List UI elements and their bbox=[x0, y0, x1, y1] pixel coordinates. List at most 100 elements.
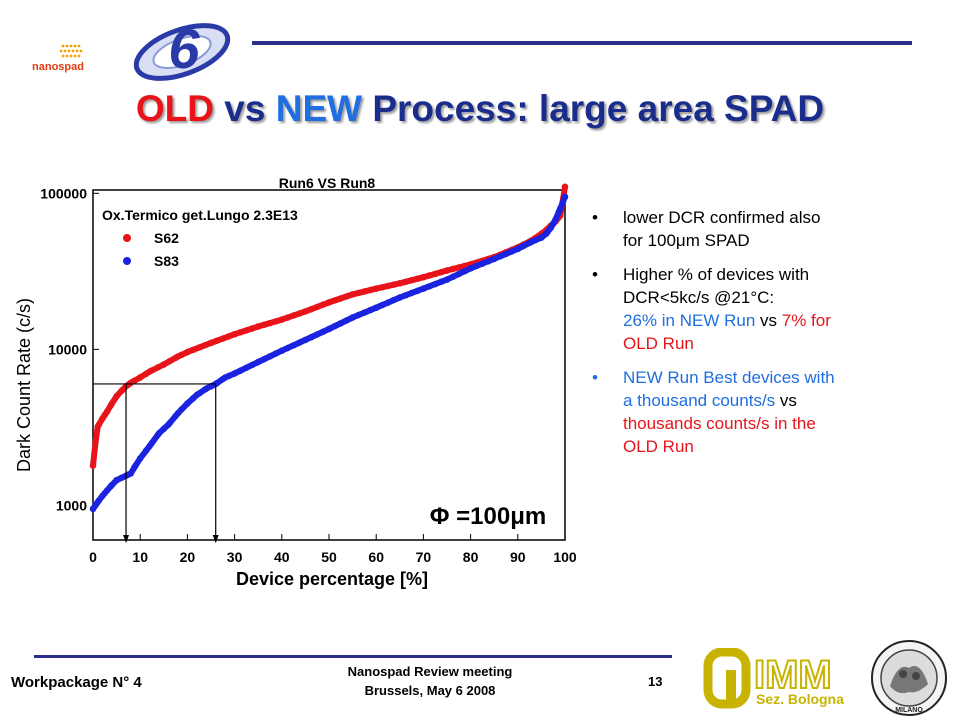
data-point-s62 bbox=[361, 288, 368, 295]
data-point-s83 bbox=[127, 470, 134, 477]
data-point-s83 bbox=[255, 358, 262, 366]
diameter-label: Φ =100μm bbox=[430, 503, 546, 530]
data-point-s62 bbox=[92, 440, 99, 447]
data-point-s83 bbox=[243, 364, 250, 371]
data-point-s83 bbox=[314, 331, 321, 338]
data-point-s83 bbox=[414, 287, 421, 294]
nanospad-logo: nanospad bbox=[32, 44, 84, 73]
data-point-s83 bbox=[222, 374, 229, 381]
data-point-s83 bbox=[455, 270, 462, 278]
data-point-s83 bbox=[108, 481, 116, 489]
data-point-s83 bbox=[378, 301, 386, 309]
data-point-s83 bbox=[437, 278, 445, 285]
data-point-s83 bbox=[390, 296, 398, 304]
data-point-s83 bbox=[426, 283, 433, 290]
nanospad-logo-text: nanospad bbox=[32, 61, 84, 73]
data-point-s83 bbox=[132, 462, 139, 469]
data-point-s83 bbox=[99, 492, 106, 500]
x-tick-label: 70 bbox=[416, 549, 432, 565]
legend-label-s62: S62 bbox=[154, 230, 179, 246]
data-point-s62 bbox=[414, 275, 421, 282]
imm-logo-big: IMM bbox=[754, 653, 832, 697]
data-point-s62 bbox=[284, 314, 291, 321]
data-point-s62 bbox=[378, 284, 386, 291]
data-point-s62 bbox=[396, 280, 403, 287]
data-point-s83 bbox=[449, 273, 457, 280]
data-point-s83 bbox=[231, 370, 238, 377]
data-point-s62 bbox=[367, 286, 374, 294]
data-point-s83 bbox=[485, 258, 492, 265]
data-point-s83 bbox=[361, 309, 368, 316]
data-point-s62 bbox=[343, 293, 350, 300]
data-point-s62 bbox=[225, 333, 232, 340]
x-tick-label: 20 bbox=[180, 549, 196, 565]
data-point-s83 bbox=[561, 193, 569, 200]
data-point-s83 bbox=[104, 487, 111, 494]
data-point-s83 bbox=[284, 344, 291, 352]
bullet-1-line-1: lower DCR confirmed also bbox=[623, 208, 821, 227]
data-point-s83 bbox=[542, 230, 550, 237]
bullet-3-line-4: OLD Run bbox=[623, 437, 694, 456]
bullet-2-old-run: 7% for bbox=[781, 311, 831, 330]
data-point-s62 bbox=[184, 348, 191, 356]
data-point-s62 bbox=[437, 269, 445, 276]
x-tick-label: 0 bbox=[89, 549, 97, 565]
imm-logo: IMM Sez. Bologna bbox=[703, 648, 844, 709]
svg-text:6: 6 bbox=[168, 17, 200, 80]
seal-text: MILANO bbox=[895, 707, 923, 714]
data-point-s83 bbox=[520, 242, 527, 250]
data-point-s83 bbox=[278, 347, 285, 354]
politecnico-seal: MILANO bbox=[871, 640, 947, 716]
bullet-marker: • bbox=[592, 208, 598, 227]
data-point-s83 bbox=[479, 260, 486, 267]
data-point-s83 bbox=[331, 322, 339, 330]
data-point-s83 bbox=[155, 430, 163, 437]
data-point-s62 bbox=[325, 299, 333, 306]
data-point-s83 bbox=[420, 285, 427, 292]
data-point-s62 bbox=[160, 361, 167, 368]
data-point-s62 bbox=[237, 329, 244, 336]
data-point-s62 bbox=[231, 331, 238, 338]
title-vs: vs bbox=[224, 88, 266, 129]
data-point-s62 bbox=[302, 308, 309, 315]
data-point-s62 bbox=[420, 274, 427, 281]
data-point-s62 bbox=[201, 342, 209, 349]
data-point-s83 bbox=[384, 299, 392, 306]
header-rule bbox=[252, 41, 912, 45]
data-point-s62 bbox=[108, 400, 116, 407]
data-point-s83 bbox=[260, 356, 268, 363]
bullet-3-line-3: thousands counts/s in the bbox=[623, 414, 816, 433]
data-point-s83 bbox=[142, 447, 150, 454]
data-point-s83 bbox=[508, 248, 516, 255]
title-new: NEW bbox=[275, 88, 363, 129]
bullet-item-2: • Higher % of devices with DCR<5kc/s @21… bbox=[592, 263, 937, 355]
data-point-s83 bbox=[137, 455, 144, 462]
data-point-s62 bbox=[219, 335, 226, 342]
x-tick-label: 40 bbox=[274, 549, 290, 565]
data-point-s62 bbox=[290, 312, 297, 319]
footer-location-date: Brussels, May 6 2008 bbox=[364, 683, 496, 698]
data-point-s62 bbox=[260, 321, 268, 328]
x-tick-label: 100 bbox=[553, 549, 577, 565]
data-point-s83 bbox=[547, 224, 554, 232]
data-point-s62 bbox=[174, 353, 182, 360]
data-point-s83 bbox=[355, 311, 362, 319]
data-point-s83 bbox=[308, 334, 315, 341]
data-point-s62 bbox=[104, 408, 111, 415]
footer-meeting: Nanospad Review meeting Brussels, May 6 … bbox=[290, 662, 570, 700]
data-point-s83 bbox=[325, 325, 333, 333]
data-point-s62 bbox=[426, 272, 433, 279]
x-tick-label: 30 bbox=[227, 549, 243, 565]
data-point-s83 bbox=[557, 205, 564, 212]
data-point-s83 bbox=[528, 238, 536, 245]
data-point-s62 bbox=[296, 310, 303, 317]
y-axis-label: Dark Count Rate (c/s) bbox=[14, 298, 34, 472]
data-point-s83 bbox=[538, 234, 545, 241]
data-point-s83 bbox=[160, 425, 167, 433]
data-point-s62 bbox=[146, 368, 153, 375]
footer-rule bbox=[34, 655, 672, 658]
data-point-s62 bbox=[89, 462, 97, 469]
dcr-scatter-chart: 0 10 20 30 40 50 60 70 80 90 100 1000 10000 100000 Ru… bbox=[14, 175, 577, 589]
page-title: OLD vs NEW Process: large area SPAD bbox=[0, 88, 960, 130]
bullet-item-1: • lower DCR confirmed also for 100μm SPA… bbox=[592, 206, 937, 252]
